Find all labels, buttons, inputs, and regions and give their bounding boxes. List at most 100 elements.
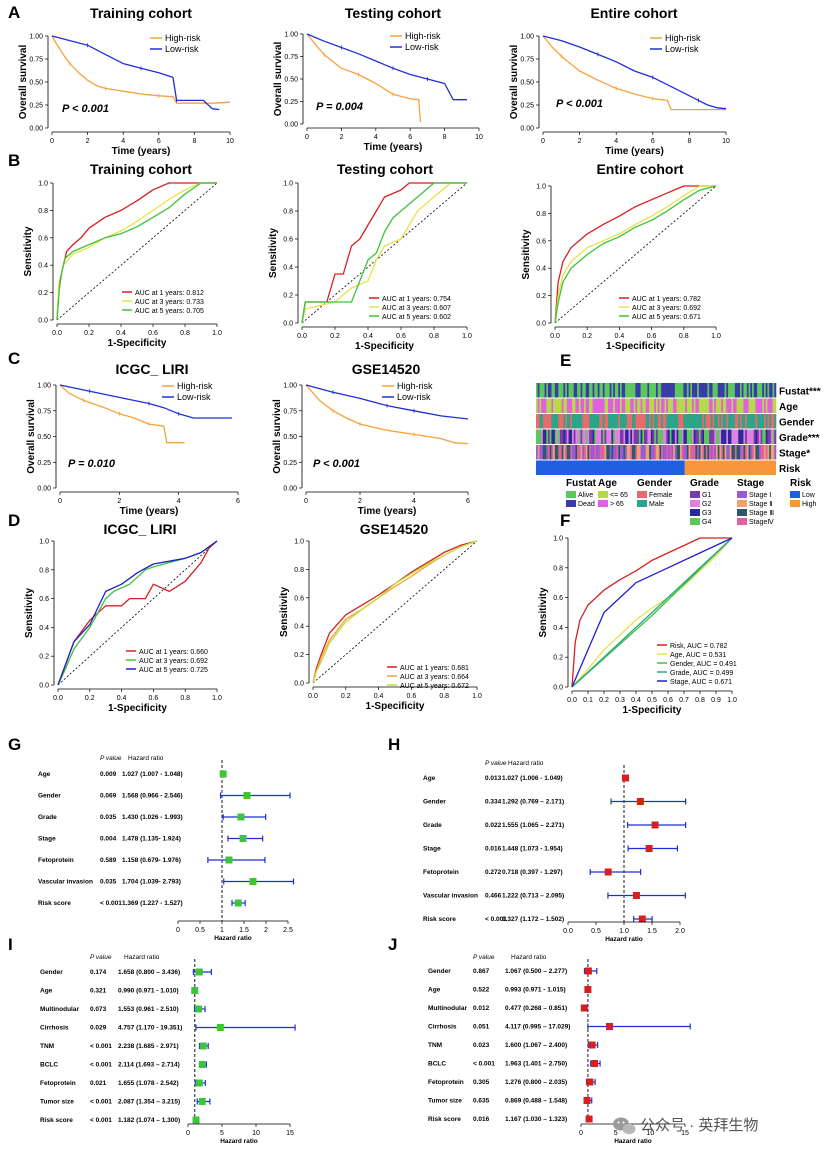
heatmap-cell bbox=[584, 398, 587, 413]
heatmap-cell bbox=[596, 429, 599, 444]
row-p-value: 0.589 bbox=[100, 857, 117, 864]
heatmap-cell bbox=[764, 383, 767, 398]
legend-entry: Risk, AUC = 0.782 bbox=[670, 643, 727, 650]
heatmap-cell bbox=[650, 445, 653, 460]
forest-plot-I: I P value Hazard ratio Gender 0.174 1.658 (0.… bbox=[8, 935, 296, 1145]
row-hazard-ratio: 1.555 (1.065 – 2.271) bbox=[502, 822, 564, 829]
heatmap-cell bbox=[582, 398, 585, 413]
row-p-value: 0.012 bbox=[473, 1005, 490, 1012]
row-hazard-ratio: 2.087 (1.354 – 3.215) bbox=[118, 1099, 180, 1106]
x-tick-label: 0.0 bbox=[53, 695, 63, 702]
x-axis-label: 1-Specificity bbox=[606, 341, 665, 352]
heatmap-cell bbox=[563, 383, 566, 398]
y-tick-label: 0.2 bbox=[294, 652, 304, 659]
heatmap-cell bbox=[541, 383, 544, 398]
row-p-value: 0.029 bbox=[90, 1025, 107, 1032]
heatmap-cell bbox=[572, 414, 575, 429]
y-tick-label: 0.25 bbox=[37, 460, 51, 467]
heatmap-cell bbox=[714, 445, 717, 460]
row-label: Risk score bbox=[38, 900, 71, 907]
row-p-value: 0.073 bbox=[90, 1006, 107, 1013]
panel-label-F: F bbox=[560, 511, 570, 530]
heatmap-cell bbox=[613, 383, 616, 398]
heatmap-cell bbox=[669, 429, 672, 444]
heatmap-legend-2: Gender Female Male bbox=[637, 478, 672, 508]
heatmap-cell bbox=[680, 429, 683, 444]
heatmap-cell bbox=[681, 383, 684, 398]
legend-entry: Stage Ⅲ bbox=[749, 510, 774, 517]
heatmap-cell bbox=[637, 445, 640, 460]
legend: Risk, AUC = 0.782 Age, AUC = 0.531 Gender,… bbox=[657, 643, 737, 686]
heatmap-cell bbox=[613, 429, 616, 444]
heatmap-cell bbox=[572, 429, 575, 444]
heatmap-cell bbox=[741, 398, 744, 413]
heatmap-cell bbox=[544, 383, 547, 398]
heatmap-cell bbox=[767, 429, 770, 444]
heatmap-cell bbox=[704, 383, 707, 398]
heatmap-cell bbox=[772, 383, 775, 398]
heatmap-cell bbox=[585, 429, 588, 444]
legend-entry: Age, AUC = 0.531 bbox=[670, 652, 726, 659]
heatmap-cell bbox=[630, 429, 633, 444]
row-p-value: 0.522 bbox=[473, 987, 490, 994]
heatmap-cell bbox=[642, 398, 645, 413]
heatmap-cell bbox=[635, 383, 638, 398]
heatmap-cell bbox=[717, 429, 720, 444]
heatmap-cell bbox=[700, 398, 703, 413]
heatmap-cell bbox=[553, 414, 556, 429]
y-tick-label: 1.00 bbox=[520, 34, 534, 41]
heatmap-cell bbox=[729, 445, 732, 460]
heatmap-cell bbox=[645, 445, 648, 460]
heatmap-cell bbox=[659, 383, 662, 398]
x-tick-label: 4 bbox=[177, 498, 181, 505]
y-tick-label: 0.00 bbox=[37, 486, 51, 493]
panel-label-C: C bbox=[8, 349, 20, 368]
heatmap-cell bbox=[666, 414, 669, 429]
heatmap-cell bbox=[767, 445, 770, 460]
heatmap-cell bbox=[650, 414, 653, 429]
row-hazard-ratio: 1.292 (0.769 – 2.171) bbox=[502, 799, 564, 806]
heatmap-cell bbox=[628, 429, 631, 444]
row-p-value: 0.016 bbox=[485, 846, 502, 853]
row-p-value: 0.174 bbox=[90, 969, 107, 976]
x-tick-label: 0 bbox=[304, 498, 308, 505]
heatmap-cell bbox=[575, 398, 578, 413]
heatmap-cell bbox=[582, 383, 585, 398]
heatmap-cell bbox=[762, 414, 765, 429]
heatmap-cell bbox=[709, 445, 712, 460]
heatmap-cell bbox=[661, 398, 664, 413]
heatmap-cell bbox=[587, 398, 590, 413]
row-hazard-ratio: 0.477 (0.268 – 0.851) bbox=[505, 1005, 567, 1012]
x-tick-label: 1.5 bbox=[647, 928, 657, 935]
hr-marker bbox=[195, 968, 203, 976]
heatmap-cell bbox=[762, 445, 765, 460]
x-tick-label: 0.5 bbox=[591, 928, 601, 935]
y-tick-label: 0.8 bbox=[553, 565, 563, 572]
heatmap-cell bbox=[767, 414, 770, 429]
heatmap-cell bbox=[614, 414, 617, 429]
col-header-p: P value bbox=[100, 755, 122, 762]
heatmap-cell bbox=[697, 383, 700, 398]
p-value-label: P < 0.001 bbox=[62, 103, 109, 115]
x-axis-label: 1-Specificity bbox=[355, 341, 414, 352]
y-tick-label: 1.0 bbox=[294, 539, 304, 546]
heatmap-cell bbox=[620, 383, 623, 398]
heatmap-cell bbox=[623, 414, 626, 429]
legend-entry: AUC at 5 years: 0.672 bbox=[400, 683, 469, 690]
heatmap-cell bbox=[765, 429, 768, 444]
x-tick-label: 10 bbox=[646, 1130, 654, 1137]
heatmap-cell bbox=[565, 383, 568, 398]
chart-title: Entire cohort bbox=[590, 5, 677, 21]
row-p-value: 0.022 bbox=[485, 822, 502, 829]
heatmap-cell bbox=[580, 414, 583, 429]
heatmap-cell bbox=[769, 429, 772, 444]
heatmap-cell bbox=[681, 414, 684, 429]
heatmap-cell bbox=[757, 429, 760, 444]
heatmap-cell bbox=[549, 398, 552, 413]
legend-entry: Low-risk bbox=[405, 42, 439, 52]
heatmap-cell bbox=[750, 445, 753, 460]
heatmap-cell bbox=[750, 414, 753, 429]
heatmap-cell bbox=[693, 429, 696, 444]
